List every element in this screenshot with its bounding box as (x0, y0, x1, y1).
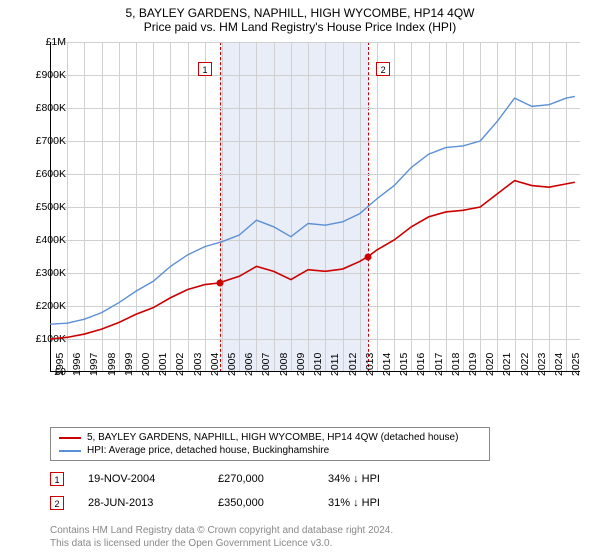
sale-marker-1: 1 (50, 472, 64, 486)
footer-line-2: This data is licensed under the Open Gov… (50, 537, 393, 550)
sale-price-2: £350,000 (218, 497, 328, 509)
legend: 5, BAYLEY GARDENS, NAPHILL, HIGH WYCOMBE… (50, 427, 490, 461)
legend-text-hpi: HPI: Average price, detached house, Buck… (87, 445, 329, 456)
titles: 5, BAYLEY GARDENS, NAPHILL, HIGH WYCOMBE… (0, 0, 600, 34)
series-lines (50, 42, 580, 372)
footer: Contains HM Land Registry data © Crown c… (50, 524, 393, 550)
legend-item-property: 5, BAYLEY GARDENS, NAPHILL, HIGH WYCOMBE… (59, 431, 481, 444)
sale-dot-2 (365, 253, 372, 260)
sale-delta-1: 34% ↓ HPI (328, 473, 380, 485)
sale-marker-2: 2 (50, 496, 64, 510)
sale-dot-1 (217, 279, 224, 286)
marker-box-1: 1 (198, 62, 212, 76)
sale-row-2: 2 28-JUN-2013 £350,000 31% ↓ HPI (50, 496, 380, 510)
series-line-hpi (50, 96, 575, 324)
marker-box-2: 2 (376, 62, 390, 76)
legend-swatch-hpi (59, 450, 81, 452)
legend-text-property: 5, BAYLEY GARDENS, NAPHILL, HIGH WYCOMBE… (87, 432, 458, 443)
title-main: 5, BAYLEY GARDENS, NAPHILL, HIGH WYCOMBE… (0, 6, 600, 20)
sale-date-1: 19-NOV-2004 (88, 473, 218, 485)
chart-container: 5, BAYLEY GARDENS, NAPHILL, HIGH WYCOMBE… (0, 0, 600, 560)
title-sub: Price paid vs. HM Land Registry's House … (0, 20, 600, 34)
sale-price-1: £270,000 (218, 473, 328, 485)
legend-item-hpi: HPI: Average price, detached house, Buck… (59, 444, 481, 457)
footer-line-1: Contains HM Land Registry data © Crown c… (50, 524, 393, 537)
sale-delta-2: 31% ↓ HPI (328, 497, 380, 509)
series-line-property (50, 181, 575, 339)
sale-row-1: 1 19-NOV-2004 £270,000 34% ↓ HPI (50, 472, 380, 486)
legend-swatch-property (59, 437, 81, 439)
sale-date-2: 28-JUN-2013 (88, 497, 218, 509)
